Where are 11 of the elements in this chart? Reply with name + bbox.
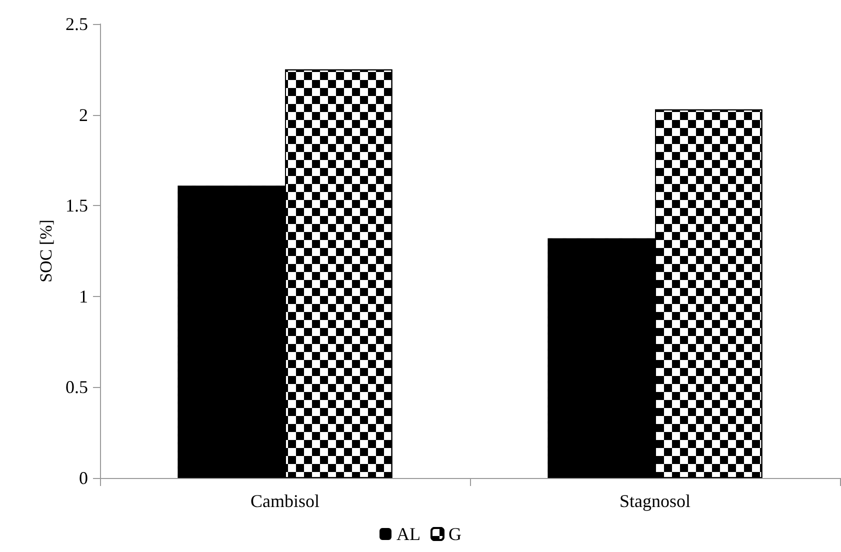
y-tick-label: 2	[79, 104, 88, 125]
x-tick-label: Stagnosol	[619, 491, 691, 511]
legend-label: AL	[396, 524, 421, 544]
y-tick-label: 0	[79, 468, 88, 488]
x-tick-label: Cambisol	[250, 491, 320, 511]
y-tick-label: 0.5	[66, 377, 88, 398]
y-tick-label: 2.5	[66, 14, 88, 34]
y-axis-title: SOC [%]	[36, 220, 56, 282]
y-tick-label: 1.5	[66, 196, 88, 216]
legend-label: G	[448, 524, 462, 544]
y-tick-label: 1	[79, 286, 88, 306]
